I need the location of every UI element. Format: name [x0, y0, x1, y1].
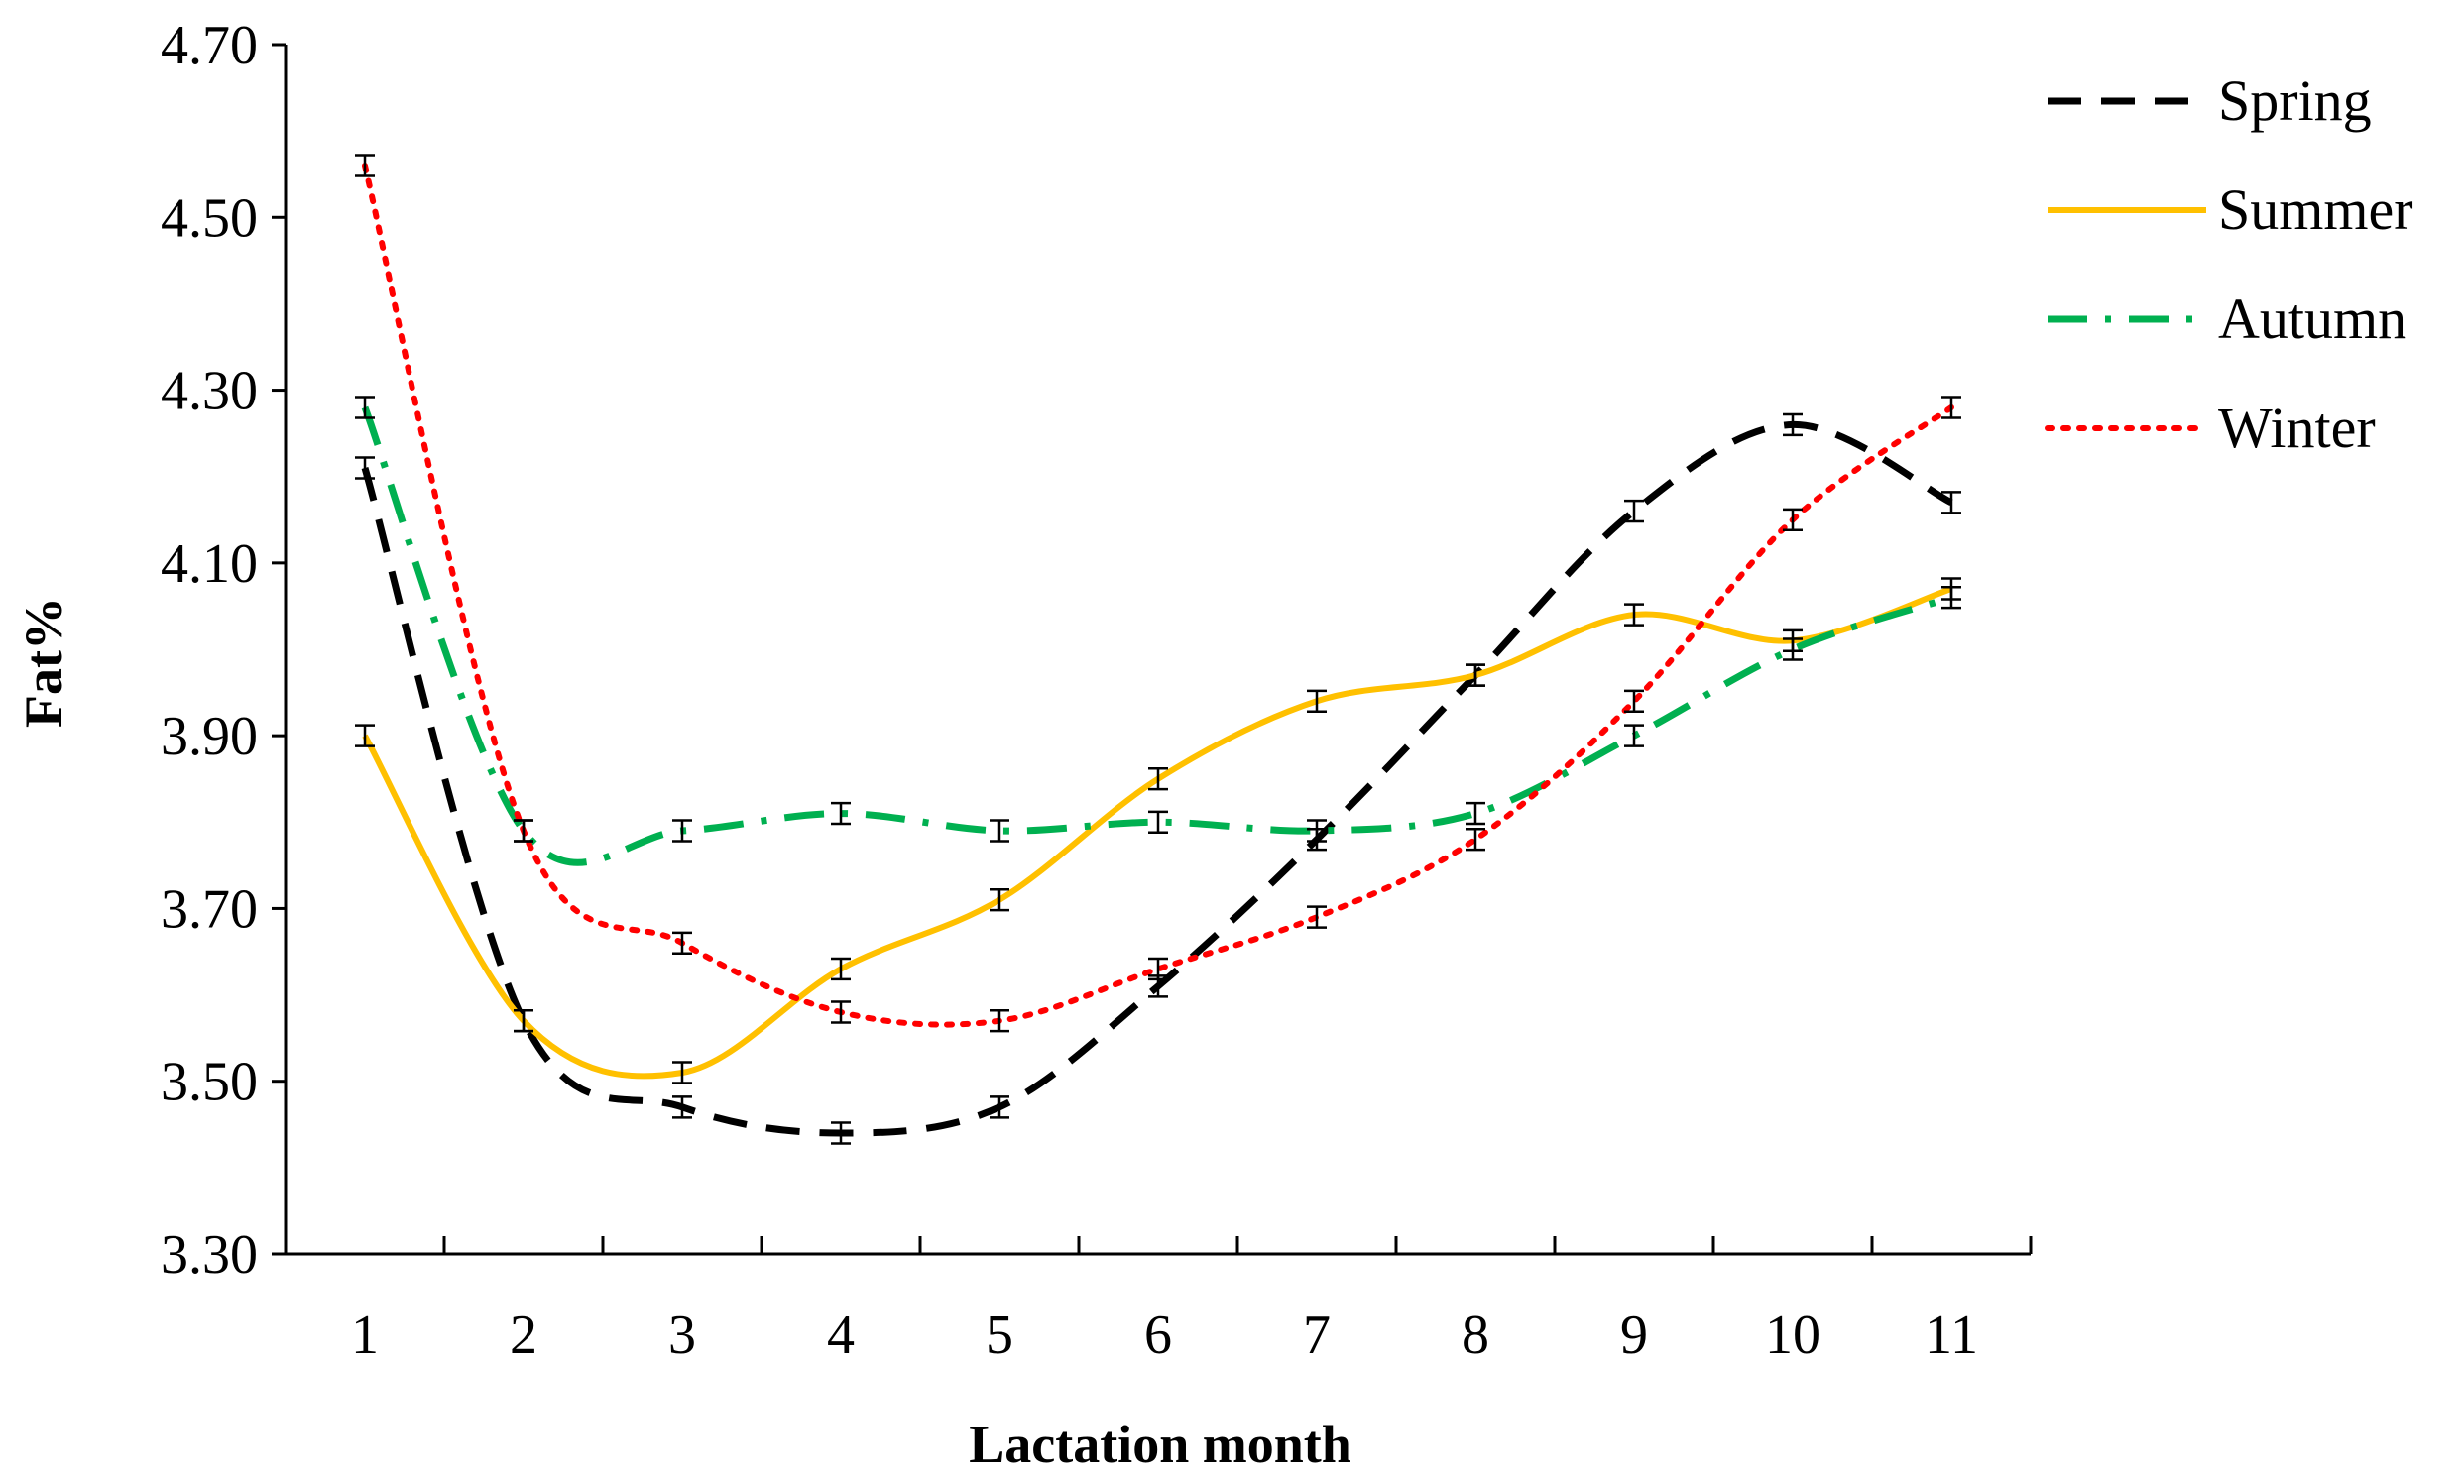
- error-bar-winter: [1148, 957, 1168, 981]
- error-bar-spring: [355, 456, 375, 480]
- y-tick-label: 3.70: [161, 878, 258, 940]
- error-bar-winter: [1783, 508, 1803, 531]
- error-bar-autumn: [831, 801, 851, 826]
- error-bar-autumn: [1941, 586, 1961, 610]
- y-tick-label: 4.10: [161, 533, 258, 595]
- legend-label-spring: Spring: [2218, 68, 2372, 133]
- error-bar-winter: [831, 1000, 851, 1024]
- x-tick-label: 6: [1144, 1305, 1172, 1366]
- legend-label-autumn: Autumn: [2218, 286, 2406, 351]
- error-bar-summer: [831, 957, 851, 981]
- x-tick-label: 2: [510, 1305, 537, 1366]
- error-bar-summer: [1148, 767, 1168, 791]
- x-axis-title: Lactation month: [969, 1415, 1351, 1474]
- error-bar-summer: [1624, 603, 1644, 627]
- series-line-spring: [361, 420, 1953, 1137]
- x-tick-label: 1: [351, 1305, 379, 1366]
- error-bar-winter: [1624, 689, 1644, 713]
- error-bar-summer: [990, 888, 1009, 912]
- legend-label-summer: Summer: [2218, 177, 2413, 242]
- y-tick-label: 3.90: [161, 706, 258, 767]
- y-axis-ticks: 3.30 3.50 3.70 3.90 4.10 4.30 4.50 4.70: [161, 15, 286, 1286]
- y-tick-label: 3.30: [161, 1224, 258, 1286]
- error-bar-winter: [1307, 905, 1327, 929]
- x-axis-ticks: 1 2 3 4 5 6 7 8 9 10 11: [284, 1236, 2033, 1366]
- y-tick-label: 3.50: [161, 1052, 258, 1113]
- legend-item-autumn: Autumn: [2048, 286, 2406, 351]
- error-bar-autumn: [1466, 801, 1485, 826]
- error-bar-winter: [1466, 828, 1485, 852]
- legend-item-summer: Summer: [2048, 177, 2413, 242]
- error-bar-winter: [672, 931, 692, 955]
- error-bar-autumn: [1624, 724, 1644, 747]
- error-bar-spring: [1624, 499, 1644, 523]
- error-bars: [355, 154, 1961, 1145]
- error-bar-spring: [990, 1095, 1009, 1119]
- x-tick-label: 10: [1765, 1305, 1820, 1366]
- x-tick-label: 11: [1925, 1305, 1978, 1366]
- error-bar-autumn: [672, 819, 692, 843]
- error-bar-summer: [672, 1061, 692, 1084]
- error-bar-summer: [1466, 663, 1485, 687]
- error-bar-spring: [831, 1121, 851, 1145]
- error-bar-autumn: [1148, 810, 1168, 834]
- error-bar-winter: [990, 1009, 1009, 1033]
- legend: Spring Summer Autumn Winter: [2045, 68, 2413, 460]
- error-bar-autumn: [990, 819, 1009, 843]
- error-bar-autumn: [355, 396, 375, 419]
- y-tick-label: 4.50: [161, 187, 258, 249]
- x-tick-label: 3: [668, 1305, 696, 1366]
- x-tick-label: 7: [1303, 1305, 1331, 1366]
- error-bar-autumn: [1783, 637, 1803, 661]
- x-tick-label: 8: [1462, 1305, 1489, 1366]
- error-bar-winter: [1941, 396, 1961, 419]
- error-bar-autumn: [1307, 819, 1327, 843]
- legend-item-spring: Spring: [2048, 68, 2372, 133]
- legend-item-winter: Winter: [2045, 396, 2376, 460]
- error-bar-summer: [1307, 689, 1327, 713]
- axes: [284, 45, 2031, 1256]
- y-axis-title: Fat%: [14, 597, 73, 728]
- x-tick-label: 4: [827, 1305, 855, 1366]
- x-tick-label: 5: [986, 1305, 1013, 1366]
- y-tick-label: 4.30: [161, 361, 258, 422]
- series-line-winter: [362, 163, 1954, 1028]
- legend-label-winter: Winter: [2218, 396, 2376, 460]
- series-line-summer: [362, 586, 1952, 1080]
- error-bar-summer: [514, 1009, 533, 1033]
- y-tick-label: 4.70: [161, 15, 258, 76]
- series-line-autumn: [361, 405, 1953, 866]
- error-bar-spring: [1941, 491, 1961, 514]
- error-bar-winter: [355, 154, 375, 177]
- error-bar-spring: [672, 1095, 692, 1119]
- error-bar-spring: [1783, 412, 1803, 437]
- error-bar-winter: [514, 819, 533, 843]
- error-bar-summer: [355, 724, 375, 747]
- x-tick-label: 9: [1620, 1305, 1648, 1366]
